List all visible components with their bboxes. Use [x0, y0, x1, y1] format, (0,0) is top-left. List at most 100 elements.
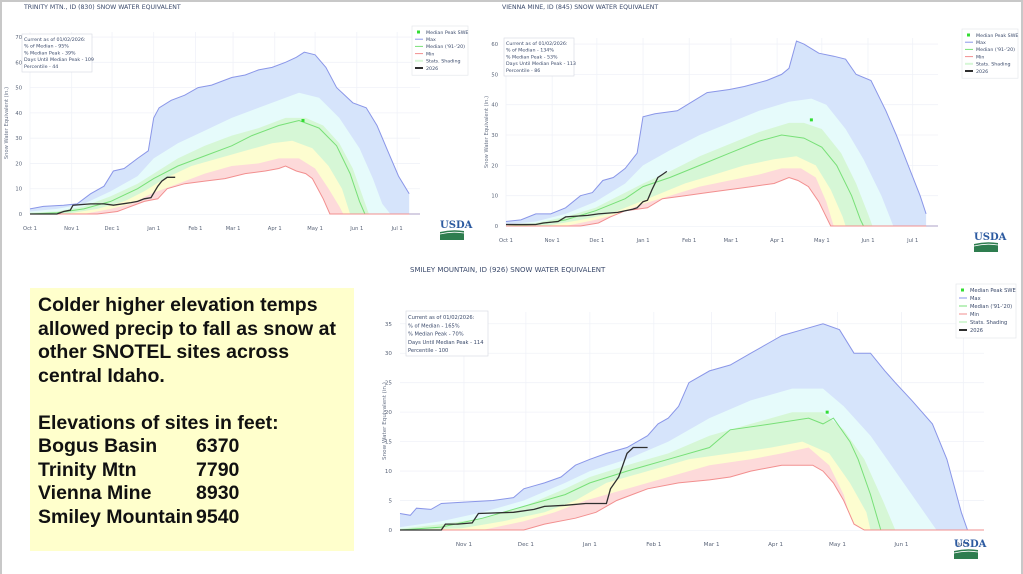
- info-line: % Median Peak - 70%: [408, 332, 464, 338]
- info-line: % Median Peak - 39%: [24, 50, 76, 56]
- info-line: Percentile - 44: [24, 64, 58, 70]
- x-tick-label: Jan 1: [146, 226, 160, 232]
- y-tick-label: 35: [385, 322, 393, 328]
- site-elevation: 6370: [196, 435, 240, 457]
- legend-swatch: [961, 288, 964, 292]
- x-tick-label: Nov 1: [456, 542, 473, 548]
- median-peak-marker: [809, 118, 813, 122]
- elevation-note-box: Colder higher elevation temps allowed pr…: [30, 288, 354, 551]
- x-tick-label: May 1: [829, 542, 846, 548]
- y-tick-label: 0: [388, 528, 392, 534]
- chart-title: TRINITY MTN., ID (830) SNOW WATER EQUIVA…: [23, 4, 181, 11]
- info-box: Current as of 01/02/2026:% of Median - 1…: [503, 37, 576, 77]
- max-line: [505, 40, 927, 222]
- info-line: Percentile - 86: [506, 68, 540, 74]
- x-tick-label: Apr 1: [768, 542, 783, 548]
- info-line: % of Median - 165%: [408, 323, 460, 329]
- x-tick-label: Apr 1: [268, 226, 282, 232]
- y-tick-label: 60: [491, 42, 498, 48]
- note-paragraph: Colder higher elevation temps allowed pr…: [38, 294, 336, 387]
- y-tick-label: 50: [491, 72, 498, 78]
- info-line: Current as of 01/02/2026:: [506, 41, 568, 47]
- x-tick-label: Jul 1: [391, 226, 403, 232]
- legend-label: Stats. Shading: [976, 62, 1011, 68]
- usda-logo-stripe: [973, 243, 999, 247]
- x-tick-label: Dec 1: [589, 238, 604, 244]
- info-box: Current as of 01/02/2026:% of Median - 9…: [21, 33, 94, 73]
- legend-label: Stats. Shading: [970, 320, 1007, 326]
- usda-logo-stripe: [953, 550, 979, 554]
- x-tick-label: Nov 1: [545, 238, 560, 244]
- page-frame-left: [0, 0, 2, 574]
- y-tick-label: 10: [491, 194, 498, 200]
- legend-label: Max: [976, 40, 986, 46]
- below-min-area: [30, 166, 420, 214]
- y-tick-label: 30: [385, 351, 393, 357]
- usda-logo-text: USDA: [974, 232, 1007, 243]
- y-axis-label: Snow Water Equivalent (in.): [484, 96, 490, 168]
- site-elevation: 7790: [196, 458, 240, 481]
- vienna-swe-chart: VIENNA MINE, ID (845) SNOW WATER EQUIVAL…: [476, 0, 1021, 262]
- info-box-frame: [21, 33, 93, 73]
- usda-logo-stripe: [439, 231, 465, 235]
- y-tick-label: 30: [491, 133, 498, 139]
- max-line: [399, 323, 984, 531]
- info-line: Current as of 01/02/2026:: [408, 315, 475, 321]
- info-line: % Median Peak - 53%: [506, 54, 558, 60]
- elevation-row: Trinity Mtn 7790: [38, 459, 354, 483]
- page-frame-top: [0, 0, 1023, 2]
- info-line: Percentile - 100: [408, 348, 448, 354]
- site-name: Trinity Mtn: [38, 458, 137, 481]
- legend-label: Median Peak SWE: [426, 30, 468, 36]
- chart-title: VIENNA MINE, ID (845) SNOW WATER EQUIVAL…: [502, 4, 658, 11]
- usda-logo-text: USDA: [440, 220, 473, 231]
- usda-logo: USDA: [973, 232, 1007, 252]
- median-peak-marker: [825, 410, 829, 414]
- below-min-area: [400, 465, 984, 530]
- min-line: [30, 165, 420, 215]
- elevation-row: Vienna Mine 8930: [38, 482, 354, 506]
- legend-swatch: [417, 30, 420, 34]
- x-tick-label: Jun 1: [349, 226, 363, 232]
- vienna-svg: VIENNA MINE, ID (845) SNOW WATER EQUIVAL…: [484, 4, 1018, 252]
- y-tick-label: 50: [15, 86, 22, 92]
- info-line: % of Median - 95%: [24, 44, 69, 50]
- info-box-frame: [405, 310, 489, 357]
- x-tick-label: Mar 1: [226, 226, 241, 232]
- y-axis-label: Snow Water Equivalent (in.): [4, 87, 10, 159]
- legend-label: Stats. Shading: [426, 59, 461, 65]
- x-tick-label: Dec 1: [105, 226, 120, 232]
- y-tick-label: 0: [19, 212, 22, 218]
- legend-label: Min: [970, 312, 979, 318]
- usda-logo-field: [440, 230, 464, 240]
- x-tick-label: Dec 1: [518, 542, 535, 548]
- y-tick-label: 40: [15, 111, 22, 117]
- x-tick-label: Feb 1: [682, 238, 696, 244]
- y-axis-label: Snow Water Equivalent (in.): [382, 382, 388, 460]
- info-box: Current as of 01/02/2026: % of Median - 1…: [405, 310, 489, 357]
- current-year-line: [400, 446, 648, 531]
- usda-logo-field: [954, 549, 978, 559]
- y-tick-label: 10: [15, 187, 22, 193]
- smiley-swe-chart: SMILEY MOUNTAIN, ID (926) SNOW WATER EQU…: [358, 262, 1023, 574]
- legend-label: 2026: [970, 328, 983, 334]
- info-line: Days Until Median Peak - 114: [408, 340, 483, 346]
- x-tick-label: Mar 1: [704, 542, 720, 548]
- y-tick-label: 70: [15, 35, 22, 41]
- y-tick-label: 20: [491, 163, 498, 169]
- site-name: Smiley Mountain: [38, 505, 193, 528]
- current-year-line: [30, 176, 176, 215]
- info-line: % of Median - 134%: [506, 48, 554, 54]
- x-tick-label: Jul 1: [956, 542, 970, 548]
- usda-logo: USDA: [439, 220, 473, 240]
- x-tick-label: Jan 1: [636, 238, 650, 244]
- site-elevation: 9540: [196, 505, 240, 528]
- min-line: [400, 464, 984, 531]
- y-tick-label: 60: [15, 60, 22, 66]
- legend-frame: [411, 25, 469, 76]
- x-tick-label: Feb 1: [646, 542, 662, 548]
- y-tick-label: 15: [385, 440, 393, 446]
- x-tick-label: May 1: [814, 238, 830, 244]
- y-tick-label: 25: [385, 381, 393, 387]
- elevations-heading: Elevations of sites in feet:: [38, 411, 279, 434]
